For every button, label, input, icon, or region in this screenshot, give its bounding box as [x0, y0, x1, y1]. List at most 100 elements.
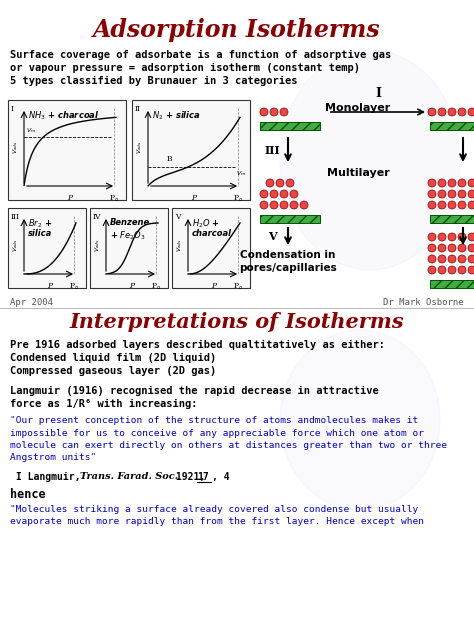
- Bar: [132, 100, 250, 200]
- Text: V: V: [268, 231, 276, 241]
- Bar: [90, 208, 168, 288]
- Circle shape: [276, 179, 284, 187]
- Circle shape: [468, 190, 474, 198]
- Text: $NH_3$ + charcoal: $NH_3$ + charcoal: [28, 110, 100, 123]
- Circle shape: [270, 190, 278, 198]
- Circle shape: [468, 244, 474, 252]
- Circle shape: [280, 201, 288, 209]
- Text: Benzene: Benzene: [110, 218, 150, 227]
- Circle shape: [270, 201, 278, 209]
- Circle shape: [458, 108, 466, 116]
- Circle shape: [468, 201, 474, 209]
- Circle shape: [468, 179, 474, 187]
- Text: Compressed gaseous layer (2D gas): Compressed gaseous layer (2D gas): [10, 366, 216, 376]
- Text: $V_m$: $V_m$: [26, 126, 36, 135]
- Circle shape: [468, 255, 474, 263]
- Bar: [430, 280, 474, 288]
- Circle shape: [438, 244, 446, 252]
- Circle shape: [300, 201, 308, 209]
- Circle shape: [468, 233, 474, 241]
- Text: silica: silica: [28, 229, 52, 238]
- Bar: [260, 215, 320, 223]
- Text: P$_o$: P$_o$: [233, 282, 243, 293]
- Text: or vapour pressure = adsorption isotherm (constant temp): or vapour pressure = adsorption isotherm…: [10, 63, 360, 73]
- Ellipse shape: [280, 50, 460, 270]
- Bar: [172, 208, 250, 288]
- Circle shape: [438, 108, 446, 116]
- Bar: [8, 208, 86, 288]
- Circle shape: [458, 244, 466, 252]
- Circle shape: [448, 233, 456, 241]
- Circle shape: [468, 266, 474, 274]
- Text: $H_2O$ +: $H_2O$ +: [192, 218, 220, 231]
- Circle shape: [428, 108, 436, 116]
- Circle shape: [290, 190, 298, 198]
- Bar: [8, 100, 126, 200]
- Text: force as 1/R⁶ with increasing:: force as 1/R⁶ with increasing:: [10, 399, 198, 409]
- Circle shape: [448, 190, 456, 198]
- Text: $Br_2$ +: $Br_2$ +: [28, 218, 52, 231]
- Text: Adsorption Isotherms: Adsorption Isotherms: [93, 18, 381, 42]
- Text: , 4: , 4: [212, 472, 229, 482]
- Text: $V_{ads}$: $V_{ads}$: [11, 140, 20, 154]
- Text: P$_o$: P$_o$: [151, 282, 161, 293]
- Circle shape: [428, 244, 436, 252]
- Text: P$_o$: P$_o$: [109, 194, 119, 205]
- Text: Apr 2004: Apr 2004: [10, 298, 53, 307]
- Text: Interpretations of Isotherms: Interpretations of Isotherms: [70, 312, 404, 332]
- Text: $V_{ads}$: $V_{ads}$: [11, 238, 20, 252]
- Circle shape: [448, 255, 456, 263]
- Circle shape: [448, 266, 456, 274]
- Circle shape: [458, 179, 466, 187]
- Text: Langmuir (1916) recognised the rapid decrease in attractive: Langmuir (1916) recognised the rapid dec…: [10, 386, 379, 396]
- Circle shape: [468, 108, 474, 116]
- Text: "Our present conception of the structure of atoms andmolecules makes it
impossib: "Our present conception of the structure…: [10, 416, 447, 463]
- Text: V: V: [175, 213, 181, 221]
- Circle shape: [280, 190, 288, 198]
- Circle shape: [458, 190, 466, 198]
- Bar: [430, 215, 474, 223]
- Text: III: III: [264, 145, 280, 155]
- Circle shape: [260, 108, 268, 116]
- Text: $V_{ads}$: $V_{ads}$: [135, 140, 144, 154]
- Text: I: I: [11, 105, 14, 113]
- Text: P: P: [47, 282, 53, 290]
- Circle shape: [438, 201, 446, 209]
- Text: I: I: [375, 87, 381, 100]
- Circle shape: [438, 190, 446, 198]
- Circle shape: [280, 108, 288, 116]
- Text: P: P: [211, 282, 217, 290]
- Circle shape: [428, 201, 436, 209]
- Text: Multilayer: Multilayer: [327, 168, 389, 178]
- Text: I Langmuir,: I Langmuir,: [10, 472, 86, 482]
- Text: pores/capillaries: pores/capillaries: [239, 263, 337, 273]
- Circle shape: [260, 201, 268, 209]
- Circle shape: [448, 201, 456, 209]
- Text: Trans. Farad. Soc.: Trans. Farad. Soc.: [80, 472, 178, 481]
- Bar: [260, 122, 320, 130]
- Circle shape: [266, 179, 274, 187]
- Circle shape: [428, 233, 436, 241]
- Text: B: B: [166, 155, 172, 163]
- Text: + $Fe_2O_3$: + $Fe_2O_3$: [110, 229, 146, 241]
- Text: Condensed liquid film (2D liquid): Condensed liquid film (2D liquid): [10, 353, 216, 363]
- Text: Dr Mark Osborne: Dr Mark Osborne: [383, 298, 464, 307]
- Circle shape: [438, 233, 446, 241]
- Text: 1921,: 1921,: [170, 472, 211, 482]
- Text: $V_m$: $V_m$: [236, 169, 246, 178]
- Text: Surface coverage of adsorbate is a function of adsorptive gas: Surface coverage of adsorbate is a funct…: [10, 50, 391, 60]
- Circle shape: [428, 255, 436, 263]
- Text: Monolayer: Monolayer: [325, 103, 391, 113]
- Circle shape: [458, 233, 466, 241]
- Text: P: P: [67, 194, 73, 202]
- Text: $V_{ads}$: $V_{ads}$: [175, 238, 184, 252]
- Text: II: II: [135, 105, 141, 113]
- Circle shape: [428, 179, 436, 187]
- Text: IV: IV: [93, 213, 101, 221]
- Ellipse shape: [280, 330, 440, 510]
- Bar: [430, 122, 474, 130]
- Circle shape: [438, 266, 446, 274]
- Text: P: P: [191, 194, 197, 202]
- Text: P: P: [129, 282, 135, 290]
- Text: Pre 1916 adsorbed layers described qualtitatively as either:: Pre 1916 adsorbed layers described qualt…: [10, 340, 385, 350]
